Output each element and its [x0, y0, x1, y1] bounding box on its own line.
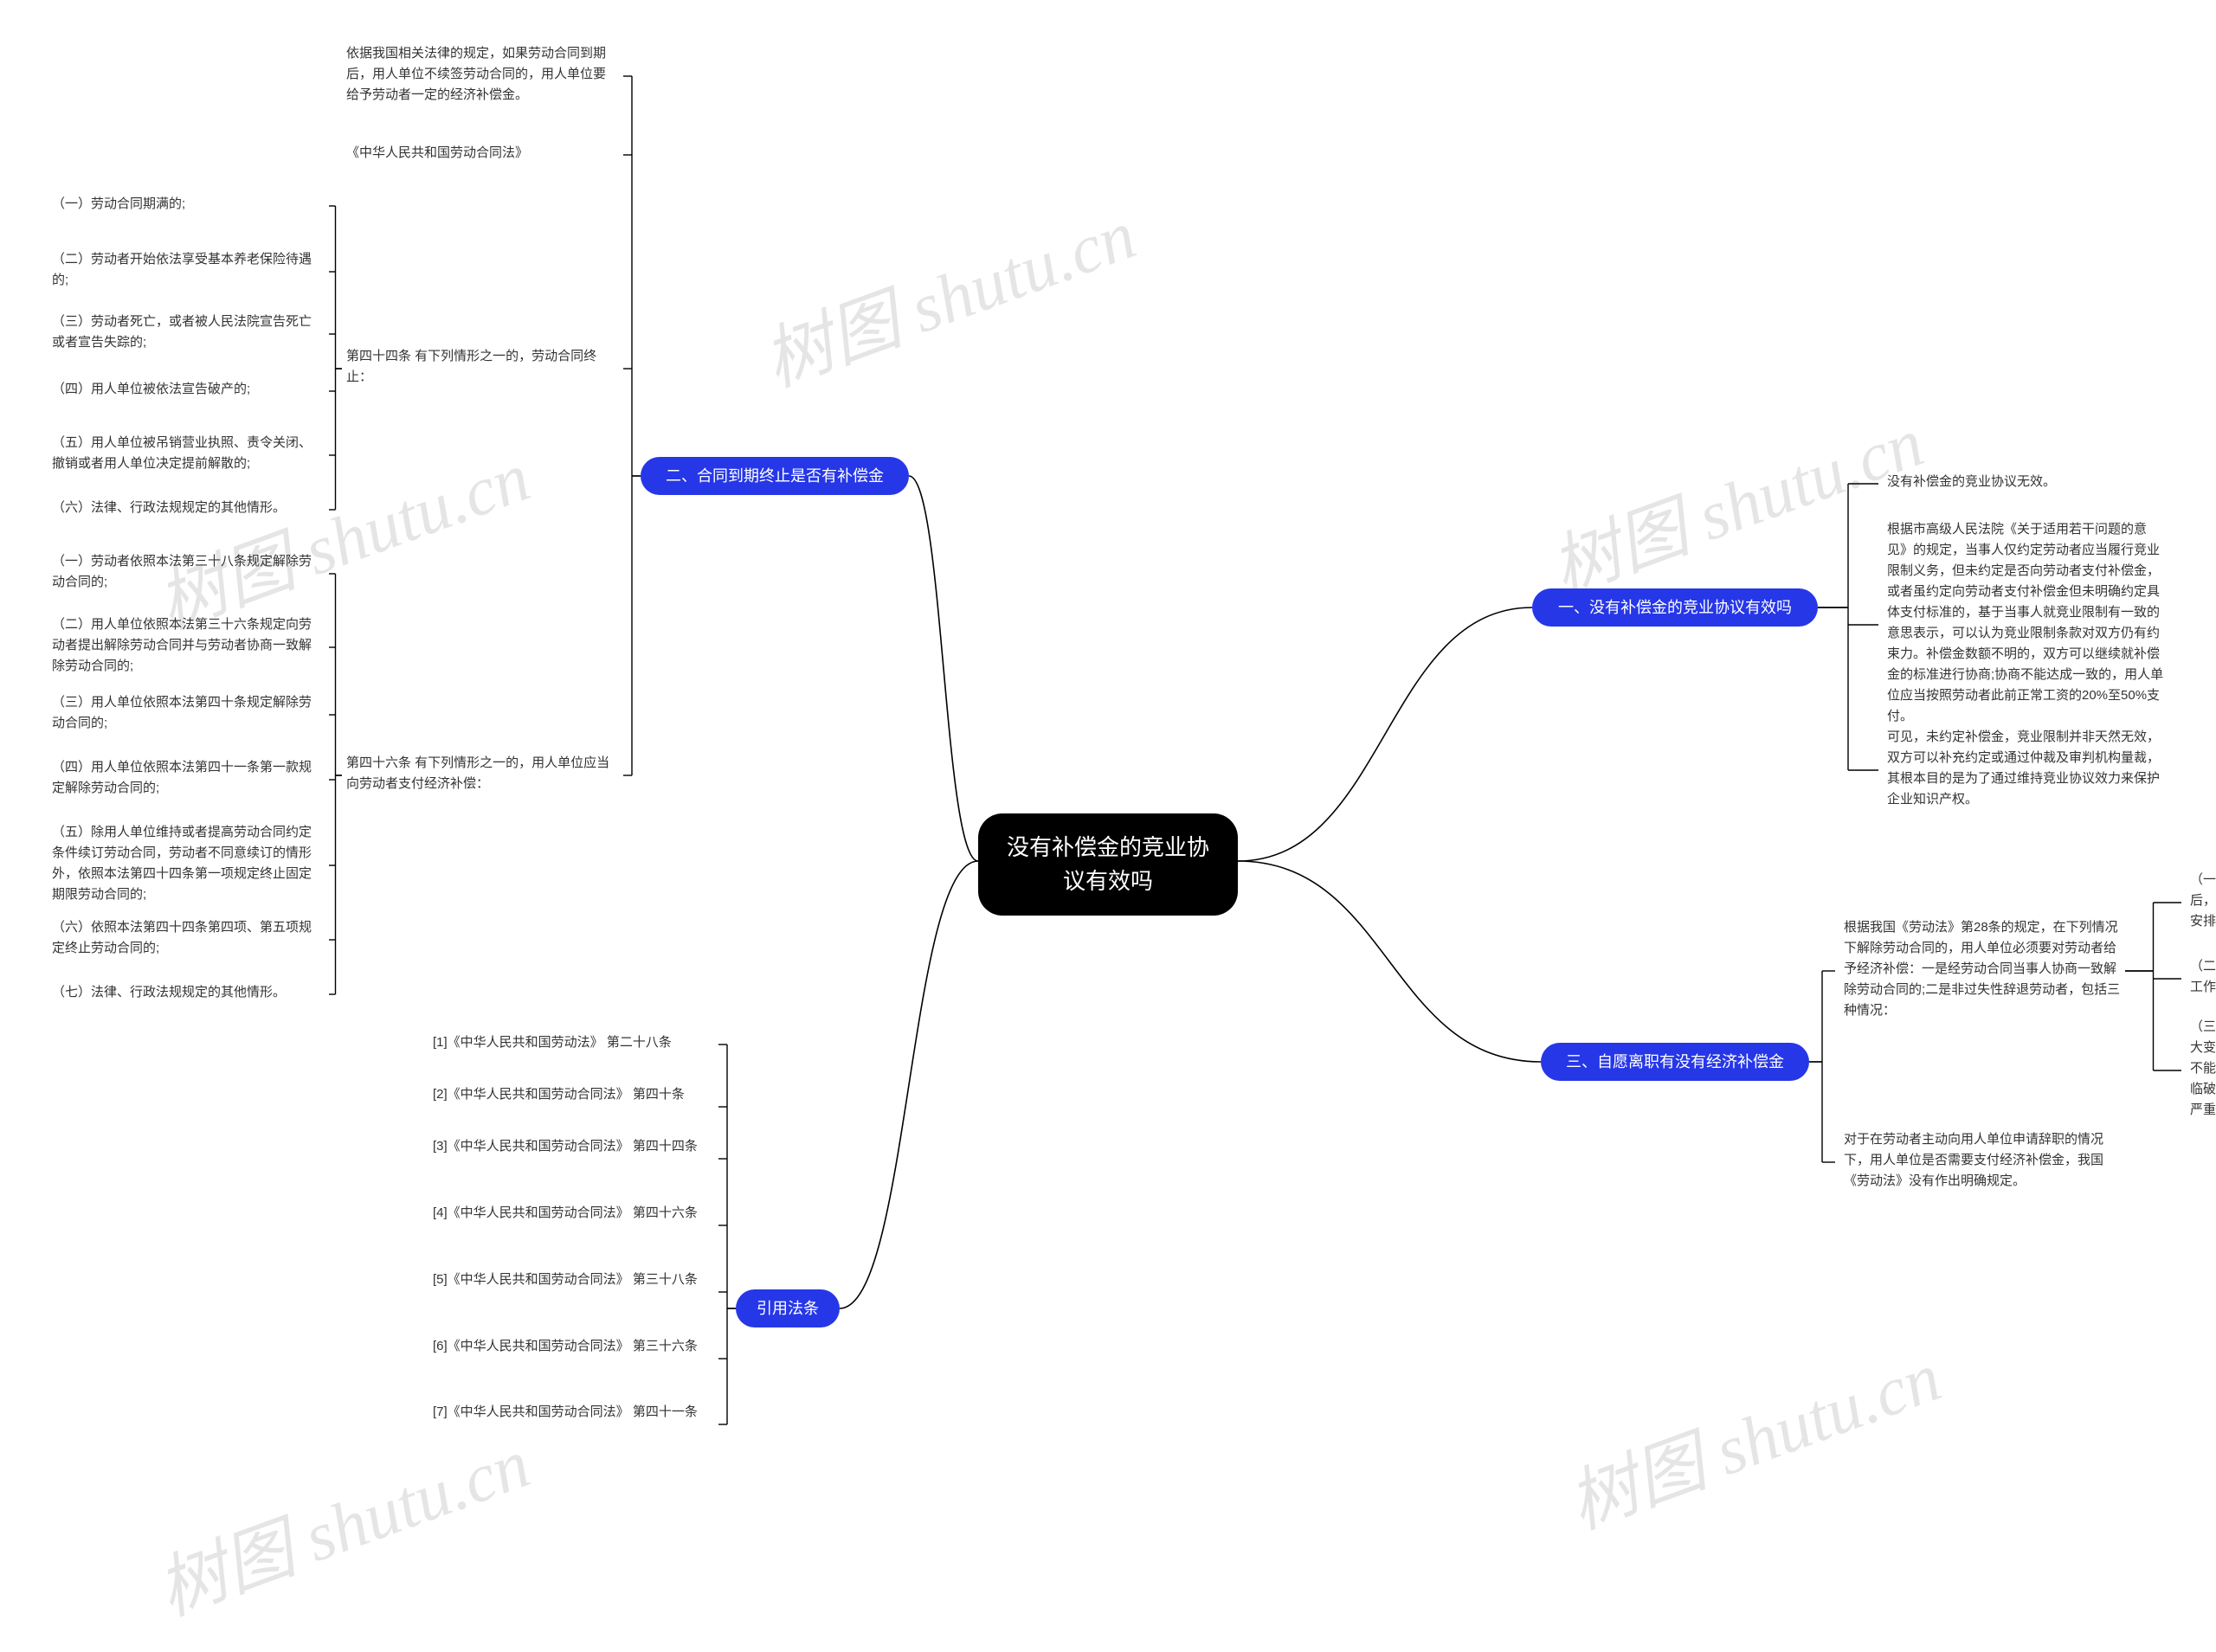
leaf-node: 根据市高级人民法院《关于适用若干问题的意见》的规定，当事人仅约定劳动者应当履行竞… [1887, 519, 2164, 727]
leaf-node: [7]《中华人民共和国劳动合同法》 第四十一条 [433, 1402, 710, 1423]
leaf-node: 根据我国《劳动法》第28条的规定，在下列情况下解除劳动合同的，用人单位必须要对劳… [1844, 917, 2121, 1021]
leaf-node: 依据我国相关法律的规定，如果劳动合同到期后，用人单位不续签劳动合同的，用人单位要… [346, 43, 615, 106]
leaf-node: （三）劳动合同订立时所依据的客观情况发生重大变化，致使劳动合同无法履行，经当事人… [2190, 1017, 2216, 1121]
leaf-node: [4]《中华人民共和国劳动合同法》 第四十六条 [433, 1203, 710, 1224]
leaf-node: （五）用人单位被吊销营业执照、责令关闭、撤销或者用人单位决定提前解散的; [52, 433, 320, 474]
branch-node: 三、自愿离职有没有经济补偿金 [1541, 1043, 1809, 1081]
leaf-node: （三）用人单位依照本法第四十条规定解除劳动合同的; [52, 692, 320, 734]
branch-node: 引用法条 [736, 1289, 840, 1327]
leaf-node: （四）用人单位依照本法第四十一条第一款规定解除劳动合同的; [52, 757, 320, 799]
leaf-node: [1]《中华人民共和国劳动法》 第二十八条 [433, 1032, 710, 1053]
leaf-node: 没有补偿金的竞业协议无效。 [1887, 472, 2164, 492]
leaf-node: （二）劳动者开始依法享受基本养老保险待遇的; [52, 249, 320, 291]
leaf-node: 第四十四条 有下列情形之一的，劳动合同终止： [346, 346, 615, 388]
leaf-node: [3]《中华人民共和国劳动合同法》 第四十四条 [433, 1136, 710, 1157]
leaf-node: （三）劳动者死亡，或者被人民法院宣告死亡或者宣告失踪的; [52, 312, 320, 353]
leaf-node: [5]《中华人民共和国劳动合同法》 第三十八条 [433, 1270, 710, 1290]
leaf-node: 对于在劳动者主动向用人单位申请辞职的情况下，用人单位是否需要支付经济补偿金，我国… [1844, 1129, 2121, 1192]
leaf-node: [2]《中华人民共和国劳动合同法》 第四十条 [433, 1084, 710, 1105]
leaf-node: 第四十六条 有下列情形之一的，用人单位应当向劳动者支付经济补偿： [346, 753, 615, 794]
leaf-node: [6]《中华人民共和国劳动合同法》 第三十六条 [433, 1336, 710, 1357]
branch-node: 二、合同到期终止是否有补偿金 [641, 457, 909, 495]
leaf-node: （七）法律、行政法规规定的其他情形。 [52, 982, 320, 1003]
branch-node: 一、没有补偿金的竞业协议有效吗 [1532, 588, 1818, 627]
leaf-node: （二）用人单位依照本法第三十六条规定向劳动者提出解除劳动合同并与劳动者协商一致解… [52, 614, 320, 677]
leaf-node: （一）劳动者患病或者非因工负伤，医疗期满后，不能从事原工作也不能从事由用人单位另… [2190, 870, 2216, 932]
leaf-node: （五）除用人单位维持或者提高劳动合同约定条件续订劳动合同，劳动者不同意续订的情形… [52, 822, 320, 905]
leaf-node: （一）劳动合同期满的; [52, 194, 320, 215]
leaf-node: 《中华人民共和国劳动合同法》 [346, 143, 615, 164]
leaf-node: （一）劳动者依照本法第三十八条规定解除劳动合同的; [52, 551, 320, 593]
leaf-node: （四）用人单位被依法宣告破产的; [52, 379, 320, 400]
root-node: 没有补偿金的竞业协议有效吗 [978, 813, 1238, 916]
leaf-node: （二）劳动者不能胜任工作，经过培训或者调整工作岗位，仍不能胜任工作的; [2190, 956, 2216, 998]
leaf-node: 可见，未约定补偿金，竞业限制并非天然无效，双方可以补充约定或通过仲裁及审判机构量… [1887, 727, 2164, 810]
leaf-node: （六）法律、行政法规规定的其他情形。 [52, 498, 320, 518]
leaf-node: （六）依照本法第四十四条第四项、第五项规定终止劳动合同的; [52, 917, 320, 959]
